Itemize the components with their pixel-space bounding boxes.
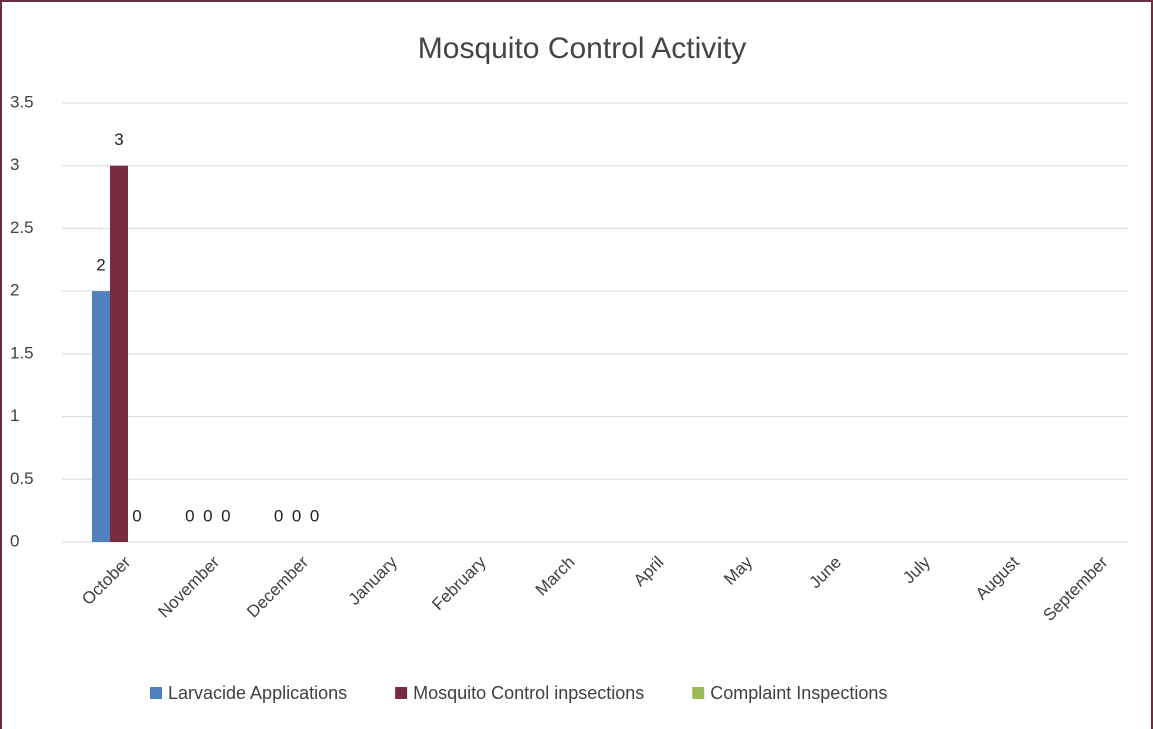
data-label: 0 (221, 506, 230, 525)
data-label: 0 (132, 506, 141, 525)
y-tick-label: 1 (10, 406, 19, 425)
y-tick-label: 2.5 (10, 218, 34, 237)
legend-label: Larvacide Applications (168, 683, 347, 703)
legend-label: Mosquito Control inpsections (413, 683, 644, 703)
y-tick-label: 0 (10, 531, 19, 550)
data-label: 0 (203, 506, 212, 525)
y-tick-label: 1.5 (10, 343, 34, 362)
legend-swatch (395, 687, 408, 699)
data-label: 0 (185, 506, 194, 525)
chart-title: Mosquito Control Activity (418, 32, 746, 65)
legend-swatch (692, 687, 705, 699)
data-label: 0 (310, 506, 319, 525)
legend-label: Complaint Inspections (710, 683, 887, 703)
data-label: 0 (292, 506, 301, 525)
data-label: 2 (96, 256, 105, 275)
y-tick-label: 3 (10, 155, 19, 174)
bar (92, 291, 110, 542)
data-label: 0 (274, 506, 283, 525)
legend-swatch (150, 687, 162, 699)
data-label: 3 (114, 130, 123, 149)
bar (110, 165, 128, 542)
y-tick-label: 3.5 (10, 92, 34, 111)
y-tick-label: 0.5 (10, 469, 34, 488)
y-tick-label: 2 (10, 281, 19, 300)
